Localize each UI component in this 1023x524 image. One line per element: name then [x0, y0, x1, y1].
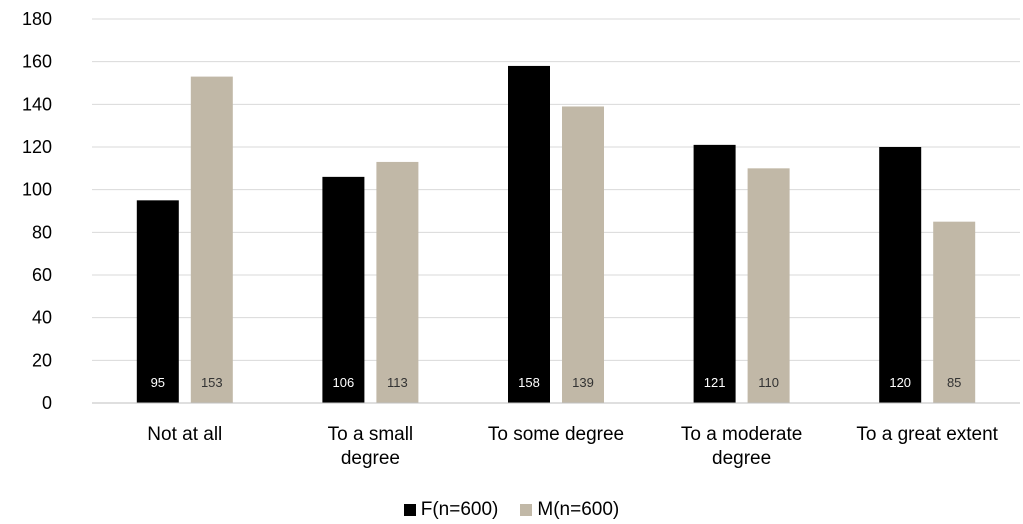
x-tick-label: To a small	[328, 424, 414, 445]
x-tick-label: To a moderate	[681, 424, 802, 445]
bar-f	[693, 144, 736, 403]
bar-m	[747, 168, 790, 403]
legend-swatch-m	[520, 504, 533, 516]
x-tick-label: To a great extent	[856, 424, 998, 445]
bar-f	[136, 200, 179, 403]
y-axis-ticks: 0 20 40 60 80 100 120 140 160 180	[22, 9, 52, 413]
bar-m	[933, 221, 976, 403]
data-label: 106	[333, 375, 355, 390]
y-tick-label: 20	[32, 350, 52, 370]
y-tick-label: 80	[32, 222, 52, 242]
data-label: 120	[889, 375, 911, 390]
data-label: 85	[947, 375, 961, 390]
bar-m	[562, 106, 604, 403]
legend-label-m: M(n=600)	[537, 499, 620, 520]
data-label: 158	[518, 375, 540, 390]
x-axis: Not at all To a small degree To some degree…	[92, 402, 1020, 469]
y-tick-label: 60	[32, 265, 52, 285]
bar-f	[879, 147, 922, 403]
bars	[136, 65, 976, 403]
y-tick-label: 40	[32, 308, 52, 328]
y-tick-label: 140	[22, 94, 52, 114]
data-label: 110	[758, 375, 779, 390]
data-labels: 95 153 106 113 158 139 121 110 120 85	[151, 375, 962, 390]
data-label: 139	[572, 375, 594, 390]
y-tick-label: 120	[22, 137, 52, 157]
bar-m	[376, 161, 419, 403]
data-label: 95	[151, 375, 165, 390]
x-tick-label: To some degree	[488, 424, 624, 445]
gridlines	[92, 18, 1020, 361]
legend-label-f: F(n=600)	[420, 499, 499, 520]
legend-swatch-f	[403, 504, 416, 516]
x-tick-label: degree	[341, 448, 400, 469]
x-tick-label: Not at all	[147, 424, 222, 445]
bar-m	[190, 76, 233, 403]
y-tick-label: 160	[22, 52, 52, 72]
bar-f	[322, 176, 365, 403]
x-tick-label: degree	[712, 448, 771, 469]
data-label: 121	[704, 375, 726, 390]
y-tick-label: 0	[42, 393, 52, 413]
legend: F(n=600) M(n=600)	[0, 496, 1023, 524]
y-tick-label: 100	[22, 180, 52, 200]
legend-item-m: M(n=600)	[520, 499, 619, 521]
legend-item-f: F(n=600)	[403, 499, 499, 521]
bar-chart: 0 20 40 60 80 100 120 140 160 180 95 153 106 113 158 1…	[22, 9, 1020, 469]
data-label: 113	[387, 375, 408, 390]
bar-f	[508, 65, 550, 403]
data-label: 153	[201, 375, 223, 390]
y-tick-label: 180	[22, 9, 52, 29]
